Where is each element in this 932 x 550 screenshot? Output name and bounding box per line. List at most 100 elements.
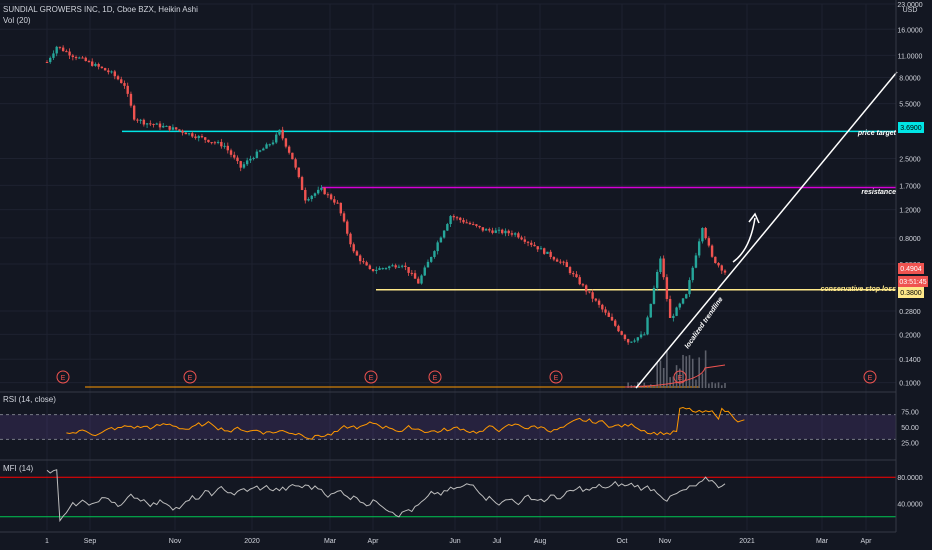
time-tick-label: Nov — [169, 538, 182, 545]
time-tick-label: Jul — [493, 538, 502, 545]
candle-body — [407, 267, 410, 273]
candle-body — [152, 123, 155, 125]
resistance-annotation: resistance — [861, 189, 896, 196]
volume-bar — [724, 382, 726, 388]
volume-bar — [720, 385, 723, 388]
mfi-tick-label: 40.0000 — [897, 502, 922, 509]
candle-body — [662, 258, 665, 278]
candle-body — [358, 255, 362, 262]
candle-body — [281, 129, 284, 139]
candle-body — [236, 157, 239, 162]
candle-body — [446, 224, 449, 231]
volume-bar — [711, 382, 713, 388]
candle-body — [426, 261, 430, 268]
trendline — [635, 71, 898, 389]
candle-body — [313, 193, 317, 196]
candle-body — [413, 273, 417, 279]
price-tick-label: 0.1000 — [899, 381, 921, 388]
earnings-marker: E — [369, 375, 374, 382]
candle-body — [484, 229, 488, 231]
rsi-band — [0, 414, 896, 440]
candle-body — [100, 66, 104, 69]
candle-body — [320, 187, 323, 190]
candle-body — [649, 303, 652, 318]
candle-body — [162, 125, 165, 128]
candle-body — [355, 251, 359, 256]
candle-body — [678, 303, 681, 308]
candle-body — [384, 268, 388, 270]
candle-body — [342, 213, 346, 222]
candle-body — [284, 138, 288, 147]
volume-bar — [698, 357, 700, 388]
candle-body — [336, 202, 339, 204]
volume-bar — [675, 365, 678, 388]
candle-body — [129, 93, 133, 106]
earnings-marker-circle — [673, 370, 687, 384]
candle-body — [184, 132, 188, 135]
candle-body — [513, 233, 517, 235]
volume-bar — [714, 383, 717, 388]
projection-arrow — [732, 217, 756, 263]
candle-body — [691, 267, 694, 281]
candle-body — [268, 144, 271, 146]
candle-body — [136, 119, 139, 121]
candle-body — [614, 320, 617, 326]
candle-body — [675, 307, 678, 316]
candle-body — [291, 152, 294, 160]
candle-body — [404, 265, 407, 268]
candle-body — [417, 278, 420, 284]
volume-bar — [669, 377, 671, 388]
price-tick-label: 0.2000 — [899, 332, 921, 339]
candle-body — [229, 150, 233, 155]
candle-body — [720, 265, 723, 271]
candle-body — [171, 127, 175, 130]
rsi-tick-label: 50.00 — [901, 425, 919, 432]
time-tick-label: 1 — [45, 538, 49, 545]
candle-body — [475, 224, 478, 226]
earnings-marker-circle — [56, 370, 70, 384]
candle-body — [191, 133, 194, 137]
earnings-marker: E — [678, 375, 683, 382]
candle-body — [436, 242, 439, 252]
trendline-group — [635, 71, 898, 389]
time-tick-label: Oct — [617, 538, 628, 545]
candle-body — [381, 268, 384, 270]
earnings-marker: E — [554, 375, 559, 382]
candle-body — [116, 76, 120, 80]
countdown-badge: 03:51:45 — [899, 279, 926, 286]
candle-body — [462, 220, 465, 223]
price-target-badge-bg — [898, 122, 924, 133]
candle-body — [685, 294, 688, 299]
time-tick-label: Sep — [84, 538, 97, 545]
candle-body — [636, 337, 640, 341]
candle-body — [656, 272, 659, 288]
candle-body — [604, 309, 607, 313]
candle-body — [329, 194, 333, 200]
candle-body — [55, 46, 58, 54]
candle-body — [68, 51, 71, 56]
candle-body — [478, 225, 481, 228]
candle-body — [568, 267, 572, 274]
candle-body — [539, 248, 543, 250]
candle-body — [52, 53, 55, 58]
candle-body — [155, 123, 158, 125]
rsi-label: RSI (14, close) — [3, 395, 56, 404]
candle-body — [510, 233, 514, 235]
stop-loss-badge-bg — [898, 287, 924, 298]
candle-body — [107, 70, 110, 73]
candle-body — [120, 79, 123, 84]
candle-body — [226, 145, 229, 151]
candle-body — [207, 139, 210, 143]
candle-body — [87, 60, 91, 62]
candle-body — [242, 164, 246, 168]
stop-loss-annotation: conservative stop loss — [821, 286, 897, 293]
candle-body — [287, 146, 291, 153]
price-tick-label: 5.5000 — [899, 102, 921, 109]
candle-body — [145, 123, 149, 125]
candle-body — [526, 241, 530, 243]
volume-bar — [662, 367, 665, 388]
price-tick-label: 11.0000 — [898, 53, 923, 60]
